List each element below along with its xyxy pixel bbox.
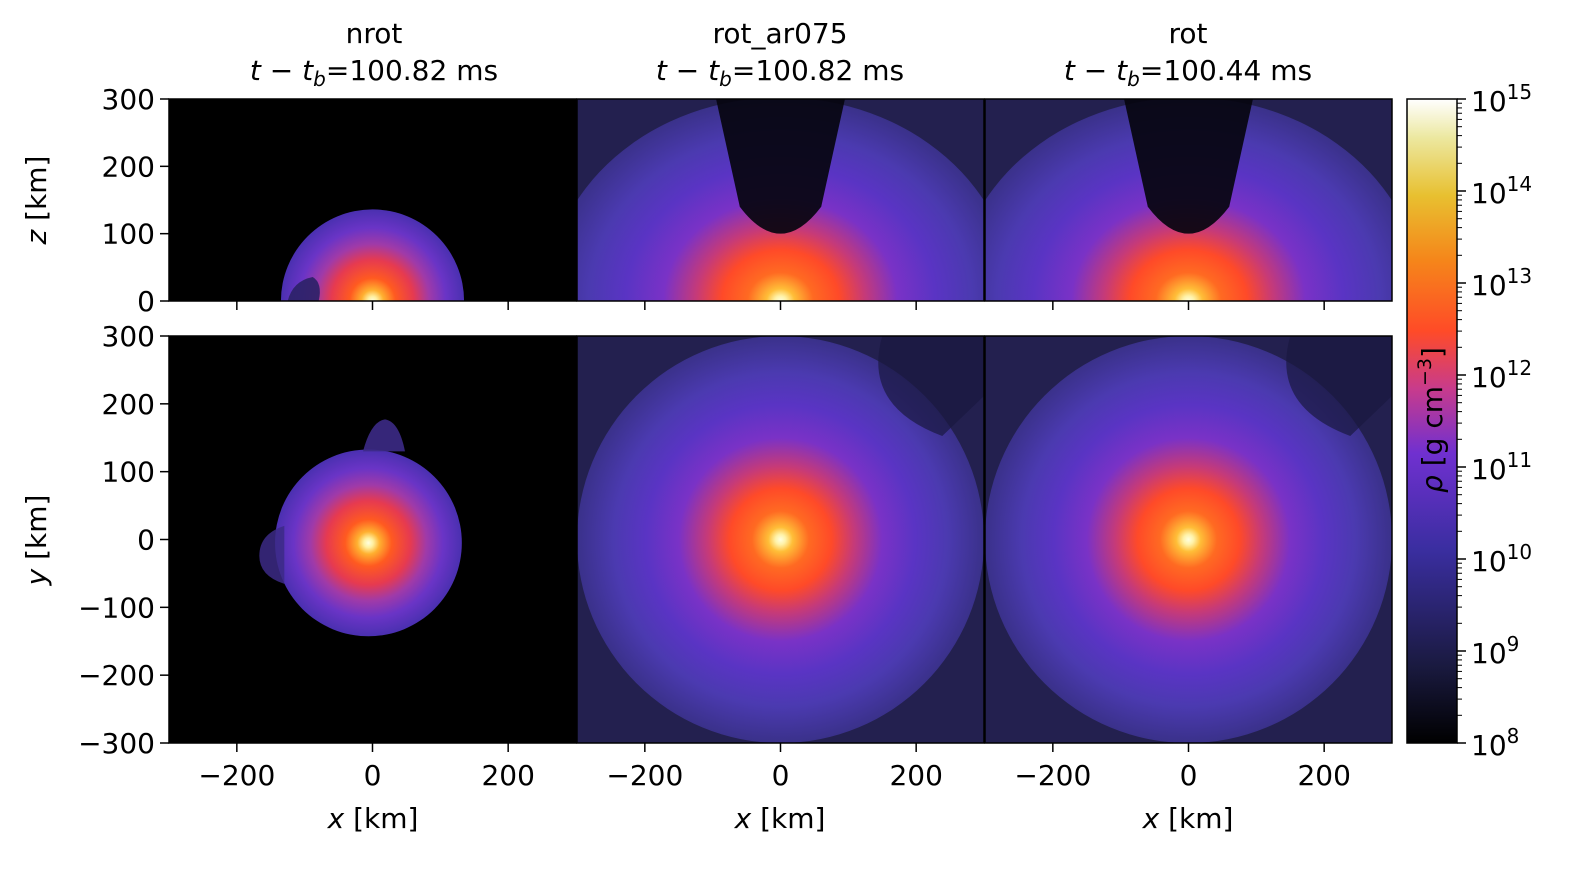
colorbar-tick-label: 1013 (1471, 264, 1532, 302)
colorbar-tick-label: 1015 (1471, 80, 1532, 118)
axes: −200 0 200 −200 0 200 −200 0 200 0 100 200 300 −300 −2… (78, 83, 1351, 792)
colorbar-tick-label: 109 (1471, 632, 1519, 670)
title-time-rot: t − tb=100.44 ms (1064, 54, 1312, 91)
panel-rot_ar075-xy (577, 336, 984, 743)
z-tick-label: 100 (102, 218, 155, 251)
xlabel-col2: x [km] (1142, 802, 1234, 835)
z-tick-label: 200 (102, 150, 155, 183)
y-tick-label: −200 (78, 659, 155, 692)
outer-region (878, 336, 984, 436)
ylabel-bottom: y [km] (20, 495, 53, 587)
z-tick-label: 0 (137, 285, 155, 318)
stellar-core (275, 449, 462, 637)
y-tick-label: −100 (78, 591, 155, 624)
panel-nrot-xy (169, 336, 576, 743)
x-tick-label: 0 (364, 759, 382, 792)
y-tick-label: 0 (137, 524, 155, 557)
density-panels (168, 98, 1393, 744)
colorbar-tick-label: 1012 (1471, 356, 1532, 394)
y-tick-label: 300 (102, 320, 155, 353)
stellar-core (280, 209, 465, 301)
ylabel-top: z [km] (20, 156, 53, 246)
column-titles: nrot t − tb=100.82 ms rot_ar075 t − tb=1… (250, 17, 1312, 91)
stellar-core (985, 336, 1392, 743)
x-tick-label: −200 (606, 759, 683, 792)
colorbar-tick-label: 1011 (1471, 448, 1532, 486)
y-tick-label: −300 (78, 727, 155, 760)
title-model-rot: rot (1168, 17, 1207, 50)
x-tick-label: 0 (772, 759, 790, 792)
colorbar: 108 109 1010 1011 1012 1013 1014 1015 (1406, 80, 1532, 762)
colorbar-gradient (1406, 98, 1458, 744)
x-tick-label: 200 (889, 759, 942, 792)
title-model-nrot: nrot (346, 17, 403, 50)
x-tick-label: 200 (1297, 759, 1350, 792)
xlabel-col0: x [km] (327, 802, 419, 835)
plume-left (287, 277, 320, 301)
x-tick-label: −200 (1014, 759, 1091, 792)
plume-left (259, 525, 285, 584)
polar-cavity (716, 99, 845, 234)
colorbar-tick-label: 108 (1471, 724, 1519, 762)
colorbar-tick-label: 1014 (1471, 172, 1532, 210)
colorbar-label: ρ [g cm−3] (1414, 347, 1449, 493)
y-tick-label: 200 (102, 388, 155, 421)
axis-titles: z [km] y [km] x [km] x [km] x [km] (20, 156, 1233, 835)
z-tick-label: 300 (102, 83, 155, 116)
title-time-nrot: t − tb=100.82 ms (250, 54, 498, 91)
x-tick-label: −200 (198, 759, 275, 792)
title-time-rot_ar075: t − tb=100.82 ms (656, 54, 904, 91)
outer-region (1286, 336, 1392, 436)
xlabel-col1: x [km] (734, 802, 826, 835)
panel-rot_ar075-xz (577, 99, 984, 301)
panel-nrot-xz (169, 99, 576, 301)
panel-rot-xy (985, 336, 1392, 743)
colorbar-tick-label: 1010 (1471, 540, 1532, 578)
plume-top (363, 419, 406, 452)
title-model-rot_ar075: rot_ar075 (712, 17, 847, 50)
polar-cavity (1124, 99, 1253, 234)
x-tick-label: 200 (481, 759, 534, 792)
y-tick-label: 100 (102, 456, 155, 489)
panel-rot-xz (985, 99, 1392, 301)
x-tick-label: 0 (1180, 759, 1198, 792)
stellar-core (577, 336, 984, 743)
